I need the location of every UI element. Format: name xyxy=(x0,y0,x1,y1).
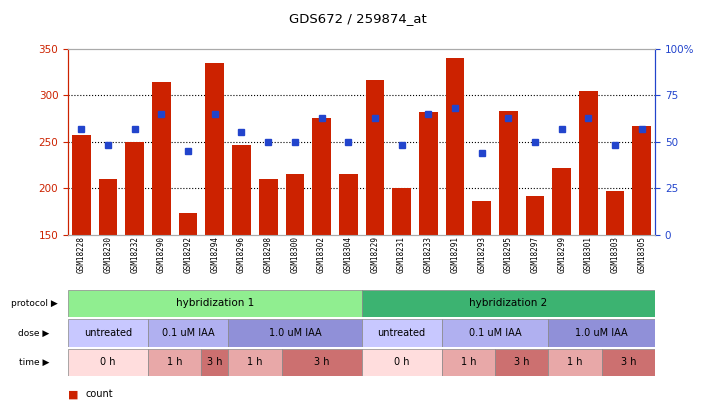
Bar xyxy=(579,91,598,235)
Bar xyxy=(392,188,411,235)
Text: untreated: untreated xyxy=(377,328,426,338)
Text: GSM18229: GSM18229 xyxy=(370,236,379,273)
Bar xyxy=(499,111,518,235)
Text: dose ▶: dose ▶ xyxy=(19,328,49,337)
Text: GSM18231: GSM18231 xyxy=(397,236,406,273)
Bar xyxy=(632,126,651,235)
Text: GSM18228: GSM18228 xyxy=(77,236,86,273)
Text: 1 h: 1 h xyxy=(460,358,476,367)
Text: GSM18232: GSM18232 xyxy=(130,236,139,273)
Text: 0 h: 0 h xyxy=(100,358,116,367)
Bar xyxy=(99,179,117,235)
Text: count: count xyxy=(86,390,114,399)
Bar xyxy=(228,319,362,347)
Text: GSM18300: GSM18300 xyxy=(291,236,299,273)
Bar xyxy=(339,175,357,235)
Text: GSM18304: GSM18304 xyxy=(344,236,353,273)
Bar xyxy=(552,168,571,235)
Text: 3 h: 3 h xyxy=(314,358,329,367)
Text: time ▶: time ▶ xyxy=(19,358,49,367)
Text: GSM18292: GSM18292 xyxy=(183,236,193,273)
Bar xyxy=(148,319,228,347)
Text: 0.1 uM IAA: 0.1 uM IAA xyxy=(162,328,214,338)
Bar xyxy=(548,349,601,376)
Bar xyxy=(68,290,362,317)
Text: GSM18291: GSM18291 xyxy=(450,236,460,273)
Bar xyxy=(148,349,201,376)
Text: GSM18296: GSM18296 xyxy=(237,236,246,273)
Text: GSM18299: GSM18299 xyxy=(557,236,566,273)
Bar xyxy=(201,349,228,376)
Bar xyxy=(442,349,495,376)
Text: GSM18290: GSM18290 xyxy=(157,236,166,273)
Text: protocol ▶: protocol ▶ xyxy=(11,299,57,308)
Bar xyxy=(232,145,251,235)
Text: GSM18302: GSM18302 xyxy=(317,236,326,273)
Bar xyxy=(526,196,544,235)
Text: 3 h: 3 h xyxy=(514,358,529,367)
Text: GDS672 / 259874_at: GDS672 / 259874_at xyxy=(289,12,427,25)
Text: GSM18298: GSM18298 xyxy=(263,236,273,273)
Text: GSM18295: GSM18295 xyxy=(504,236,513,273)
Text: 1 h: 1 h xyxy=(247,358,263,367)
Bar xyxy=(362,319,442,347)
Bar xyxy=(419,112,437,235)
Text: untreated: untreated xyxy=(84,328,132,338)
Bar xyxy=(362,290,655,317)
Bar xyxy=(68,319,148,347)
Bar xyxy=(281,349,362,376)
Text: hybridization 2: hybridization 2 xyxy=(469,298,548,308)
Bar xyxy=(442,319,548,347)
Bar xyxy=(362,349,442,376)
Text: 1.0 uM IAA: 1.0 uM IAA xyxy=(576,328,628,338)
Bar xyxy=(606,191,624,235)
Text: 1 h: 1 h xyxy=(567,358,583,367)
Bar xyxy=(179,213,198,235)
Text: ■: ■ xyxy=(68,390,79,399)
Text: GSM18301: GSM18301 xyxy=(584,236,593,273)
Bar xyxy=(548,319,655,347)
Text: 1.0 uM IAA: 1.0 uM IAA xyxy=(268,328,321,338)
Bar xyxy=(125,142,144,235)
Text: 3 h: 3 h xyxy=(207,358,223,367)
Text: GSM18230: GSM18230 xyxy=(104,236,112,273)
Bar xyxy=(286,175,304,235)
Bar xyxy=(495,349,548,376)
Bar xyxy=(366,80,384,235)
Text: GSM18294: GSM18294 xyxy=(211,236,219,273)
Bar xyxy=(445,58,464,235)
Bar xyxy=(601,349,655,376)
Text: 1 h: 1 h xyxy=(167,358,183,367)
Bar xyxy=(259,179,278,235)
Text: 3 h: 3 h xyxy=(621,358,637,367)
Bar xyxy=(228,349,281,376)
Text: GSM18293: GSM18293 xyxy=(477,236,486,273)
Bar xyxy=(312,119,331,235)
Text: GSM18303: GSM18303 xyxy=(611,236,619,273)
Text: GSM18305: GSM18305 xyxy=(637,236,647,273)
Text: hybridization 1: hybridization 1 xyxy=(175,298,254,308)
Bar xyxy=(152,82,171,235)
Text: 0 h: 0 h xyxy=(394,358,410,367)
Bar xyxy=(473,201,491,235)
Text: 0.1 uM IAA: 0.1 uM IAA xyxy=(469,328,521,338)
Bar xyxy=(68,349,148,376)
Bar xyxy=(205,62,224,235)
Text: GSM18297: GSM18297 xyxy=(531,236,540,273)
Text: GSM18233: GSM18233 xyxy=(424,236,432,273)
Bar xyxy=(72,135,91,235)
